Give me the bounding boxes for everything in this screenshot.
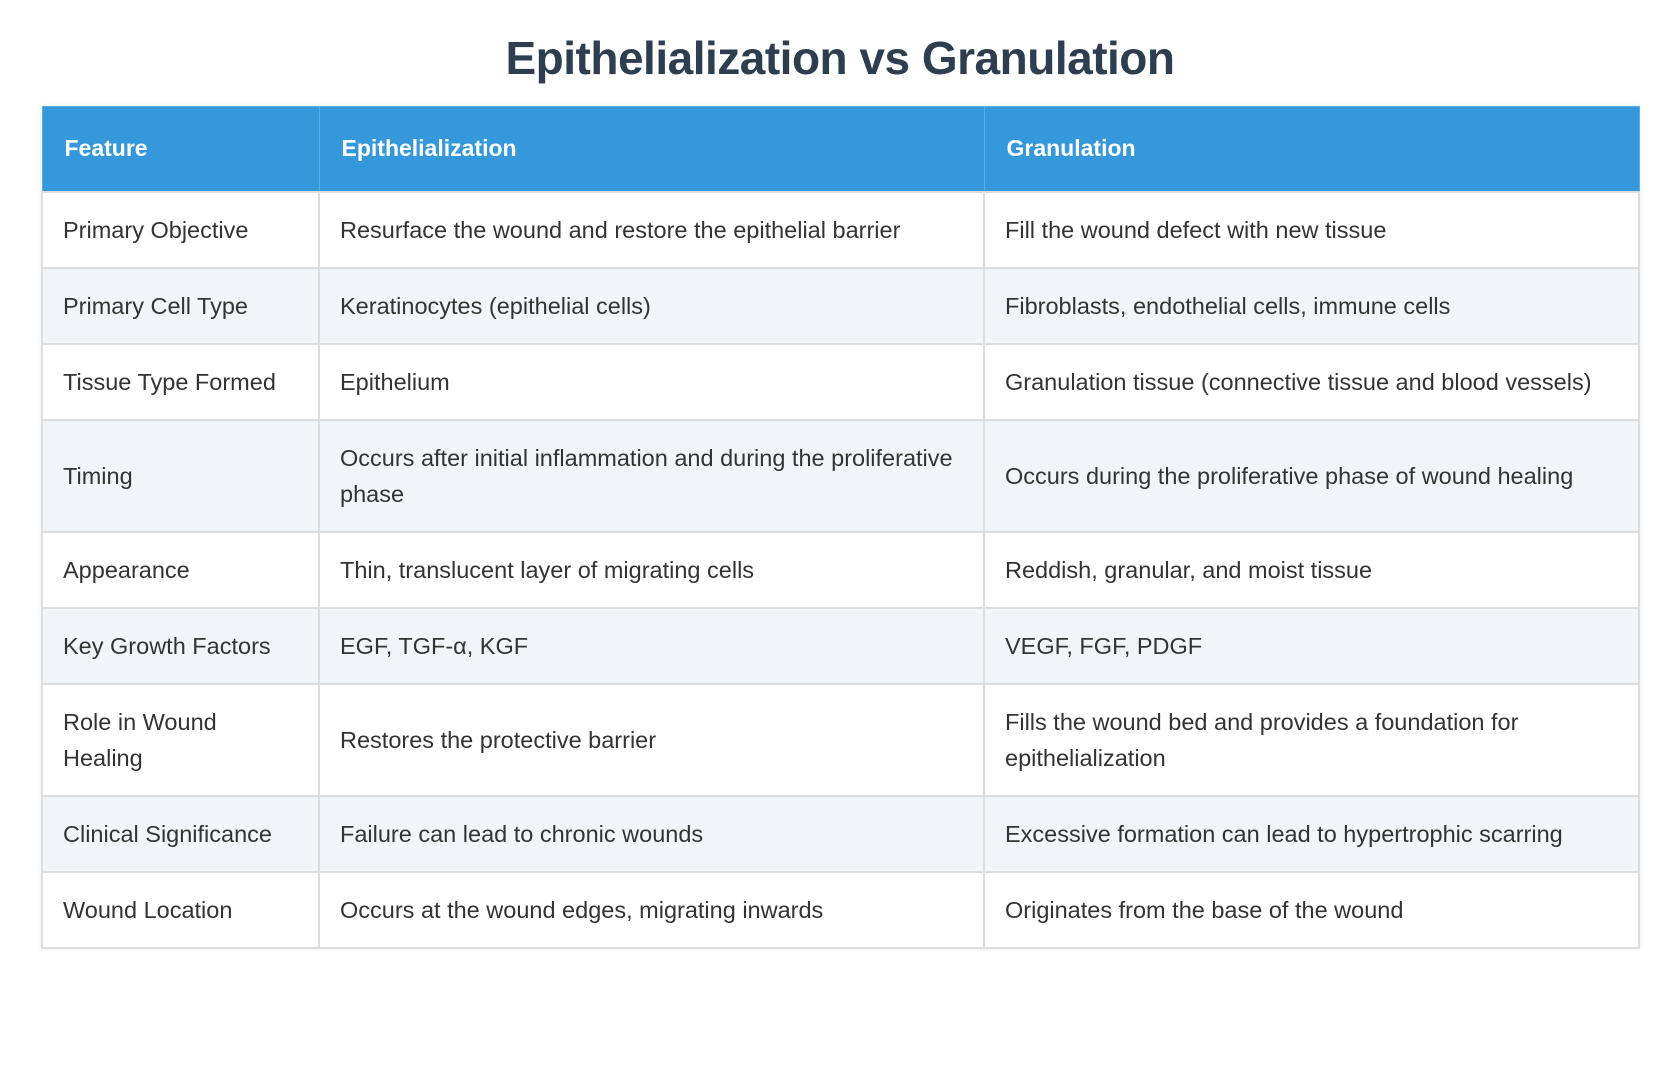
epithelialization-cell: Occurs after initial inflammation and du… — [318, 418, 985, 533]
feature-cell: Primary Objective — [41, 190, 320, 269]
table-row: Timing Occurs after initial inflammation… — [41, 418, 1640, 533]
granulation-cell: Granulation tissue (connective tissue an… — [983, 342, 1640, 421]
epithelialization-cell: Thin, translucent layer of migrating cel… — [318, 530, 985, 609]
feature-cell: Tissue Type Formed — [41, 342, 320, 421]
header-granulation: Granulation — [983, 106, 1640, 193]
granulation-cell: Originates from the base of the wound — [983, 870, 1640, 949]
header-feature: Feature — [41, 106, 320, 193]
feature-cell: Primary Cell Type — [41, 266, 320, 345]
granulation-cell: Fibroblasts, endothelial cells, immune c… — [983, 266, 1640, 345]
table-header: Feature Epithelialization Granulation — [41, 106, 1640, 193]
table-row: Key Growth Factors EGF, TGF-α, KGF VEGF,… — [41, 606, 1640, 685]
epithelialization-cell: Occurs at the wound edges, migrating inw… — [318, 870, 985, 949]
epithelialization-cell: Resurface the wound and restore the epit… — [318, 190, 985, 269]
feature-cell: Timing — [41, 418, 320, 533]
page-title: Epithelialization vs Granulation — [505, 32, 1176, 84]
feature-cell: Wound Location — [41, 870, 320, 949]
table-body: Primary Objective Resurface the wound an… — [41, 190, 1640, 949]
epithelialization-cell: EGF, TGF-α, KGF — [318, 606, 985, 685]
header-row: Feature Epithelialization Granulation — [41, 106, 1640, 193]
epithelialization-cell: Keratinocytes (epithelial cells) — [318, 266, 985, 345]
table-row: Wound Location Occurs at the wound edges… — [41, 870, 1640, 949]
epithelialization-cell: Failure can lead to chronic wounds — [318, 794, 985, 873]
table-row: Clinical Significance Failure can lead t… — [41, 794, 1640, 873]
granulation-cell: Occurs during the proliferative phase of… — [983, 418, 1640, 533]
feature-cell: Appearance — [41, 530, 320, 609]
feature-cell: Key Growth Factors — [41, 606, 320, 685]
table-row: Primary Objective Resurface the wound an… — [41, 190, 1640, 269]
header-epithelialization: Epithelialization — [318, 106, 985, 193]
granulation-cell: Fill the wound defect with new tissue — [983, 190, 1640, 269]
granulation-cell: Reddish, granular, and moist tissue — [983, 530, 1640, 609]
feature-cell: Clinical Significance — [41, 794, 320, 873]
granulation-cell: VEGF, FGF, PDGF — [983, 606, 1640, 685]
epithelialization-cell: Restores the protective barrier — [318, 682, 985, 797]
table-row: Role in Wound Healing Restores the prote… — [41, 682, 1640, 797]
comparison-table: Feature Epithelialization Granulation Pr… — [41, 106, 1640, 949]
granulation-cell: Excessive formation can lead to hypertro… — [983, 794, 1640, 873]
granulation-cell: Fills the wound bed and provides a found… — [983, 682, 1640, 797]
table-row: Tissue Type Formed Epithelium Granulatio… — [41, 342, 1640, 421]
table-row: Primary Cell Type Keratinocytes (epithel… — [41, 266, 1640, 345]
table-row: Appearance Thin, translucent layer of mi… — [41, 530, 1640, 609]
feature-cell: Role in Wound Healing — [41, 682, 320, 797]
epithelialization-cell: Epithelium — [318, 342, 985, 421]
